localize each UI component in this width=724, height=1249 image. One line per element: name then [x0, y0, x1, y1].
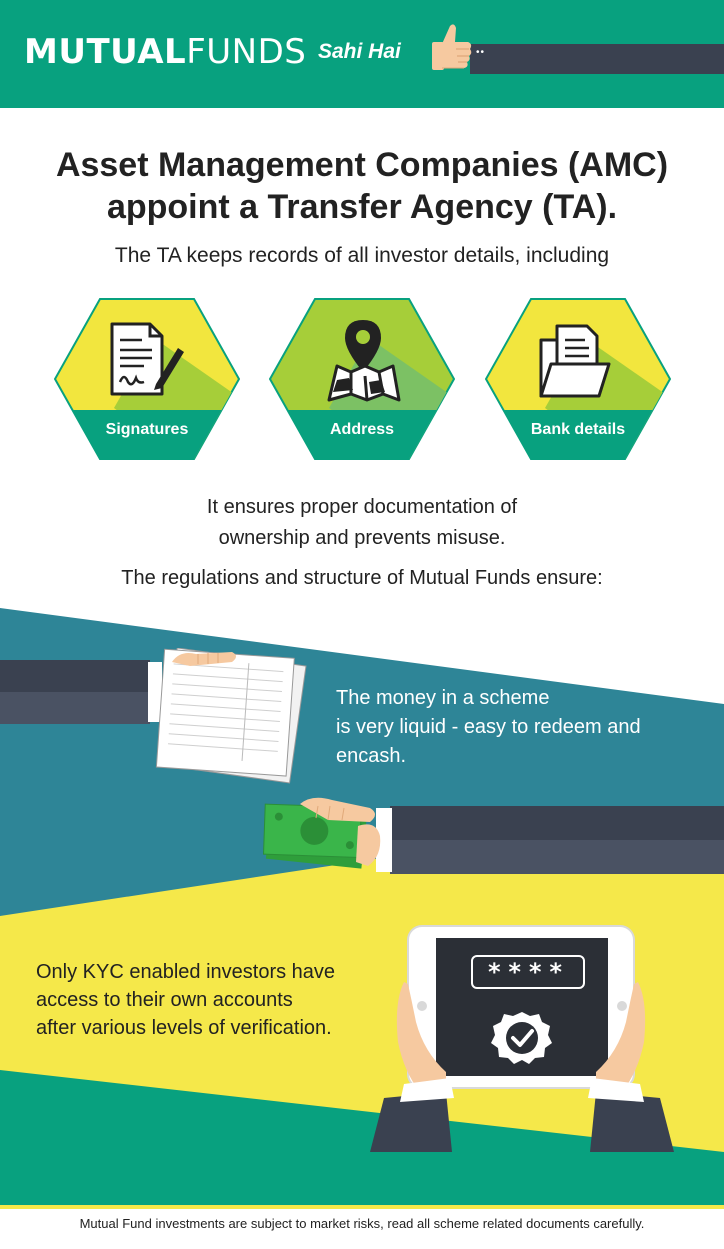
kyc-text: Only KYC enabled investors have access t… [36, 958, 396, 1042]
password-mask: **** [487, 958, 569, 986]
thumbs-up-icon [432, 24, 472, 70]
signatures-label: Signatures [105, 421, 189, 438]
tablet-illustration [370, 925, 674, 1152]
record-bank-details: Bank details [485, 298, 671, 460]
hand-documents-illustration [0, 648, 307, 784]
regulations-text: The regulations and structure of Mutual … [121, 567, 603, 589]
brand-bold: MUTUAL [24, 32, 187, 72]
bank-details-label: Bank details [530, 421, 626, 438]
kyc-line-1: Only KYC enabled investors have [36, 961, 336, 983]
ensure-line-2: ownership and prevents misuse. [218, 527, 506, 549]
title-line-1: Asset Management Companies (AMC) [55, 146, 669, 184]
map-pin-icon [327, 320, 401, 402]
sleeve-dots: •• [476, 47, 486, 58]
disclaimer-text: Mutual Fund investments are subject to m… [79, 1216, 645, 1231]
liquid-line-2: is very liquid - easy to redeem and [336, 716, 641, 738]
liquid-line-3: encash. [336, 745, 407, 767]
ensure-line-1: It ensures proper documentation of [206, 496, 518, 518]
footer-accent-bar [0, 1205, 724, 1209]
hand-cash-illustration [262, 797, 724, 874]
liquid-line-1: The money in a scheme [336, 687, 550, 709]
kyc-line-3: after various levels of verification. [36, 1017, 332, 1039]
address-label: Address [329, 421, 395, 438]
record-address: Address [269, 298, 455, 460]
subtitle: The TA keeps records of all investor det… [114, 244, 610, 267]
record-signatures: Signatures [54, 298, 240, 460]
brand-logo: MUTUALFUNDS [24, 32, 306, 72]
footer [0, 1205, 724, 1249]
brand-light: FUNDS [186, 32, 307, 72]
brand-tagline: Sahi Hai [318, 40, 401, 63]
liquid-text: The money in a scheme is very liquid - e… [336, 684, 696, 771]
page-title: Asset Management Companies (AMC) appoint… [0, 144, 724, 228]
title-line-2: appoint a Transfer Agency (TA). [106, 188, 618, 226]
checkmark-badge-icon [491, 1012, 552, 1064]
folder-documents-icon [539, 324, 611, 398]
signature-document-icon [110, 322, 184, 396]
sleeve-graphic [470, 44, 724, 74]
kyc-line-2: access to their own accounts [36, 989, 293, 1011]
ensure-text: It ensures proper documentation of owner… [0, 492, 724, 554]
